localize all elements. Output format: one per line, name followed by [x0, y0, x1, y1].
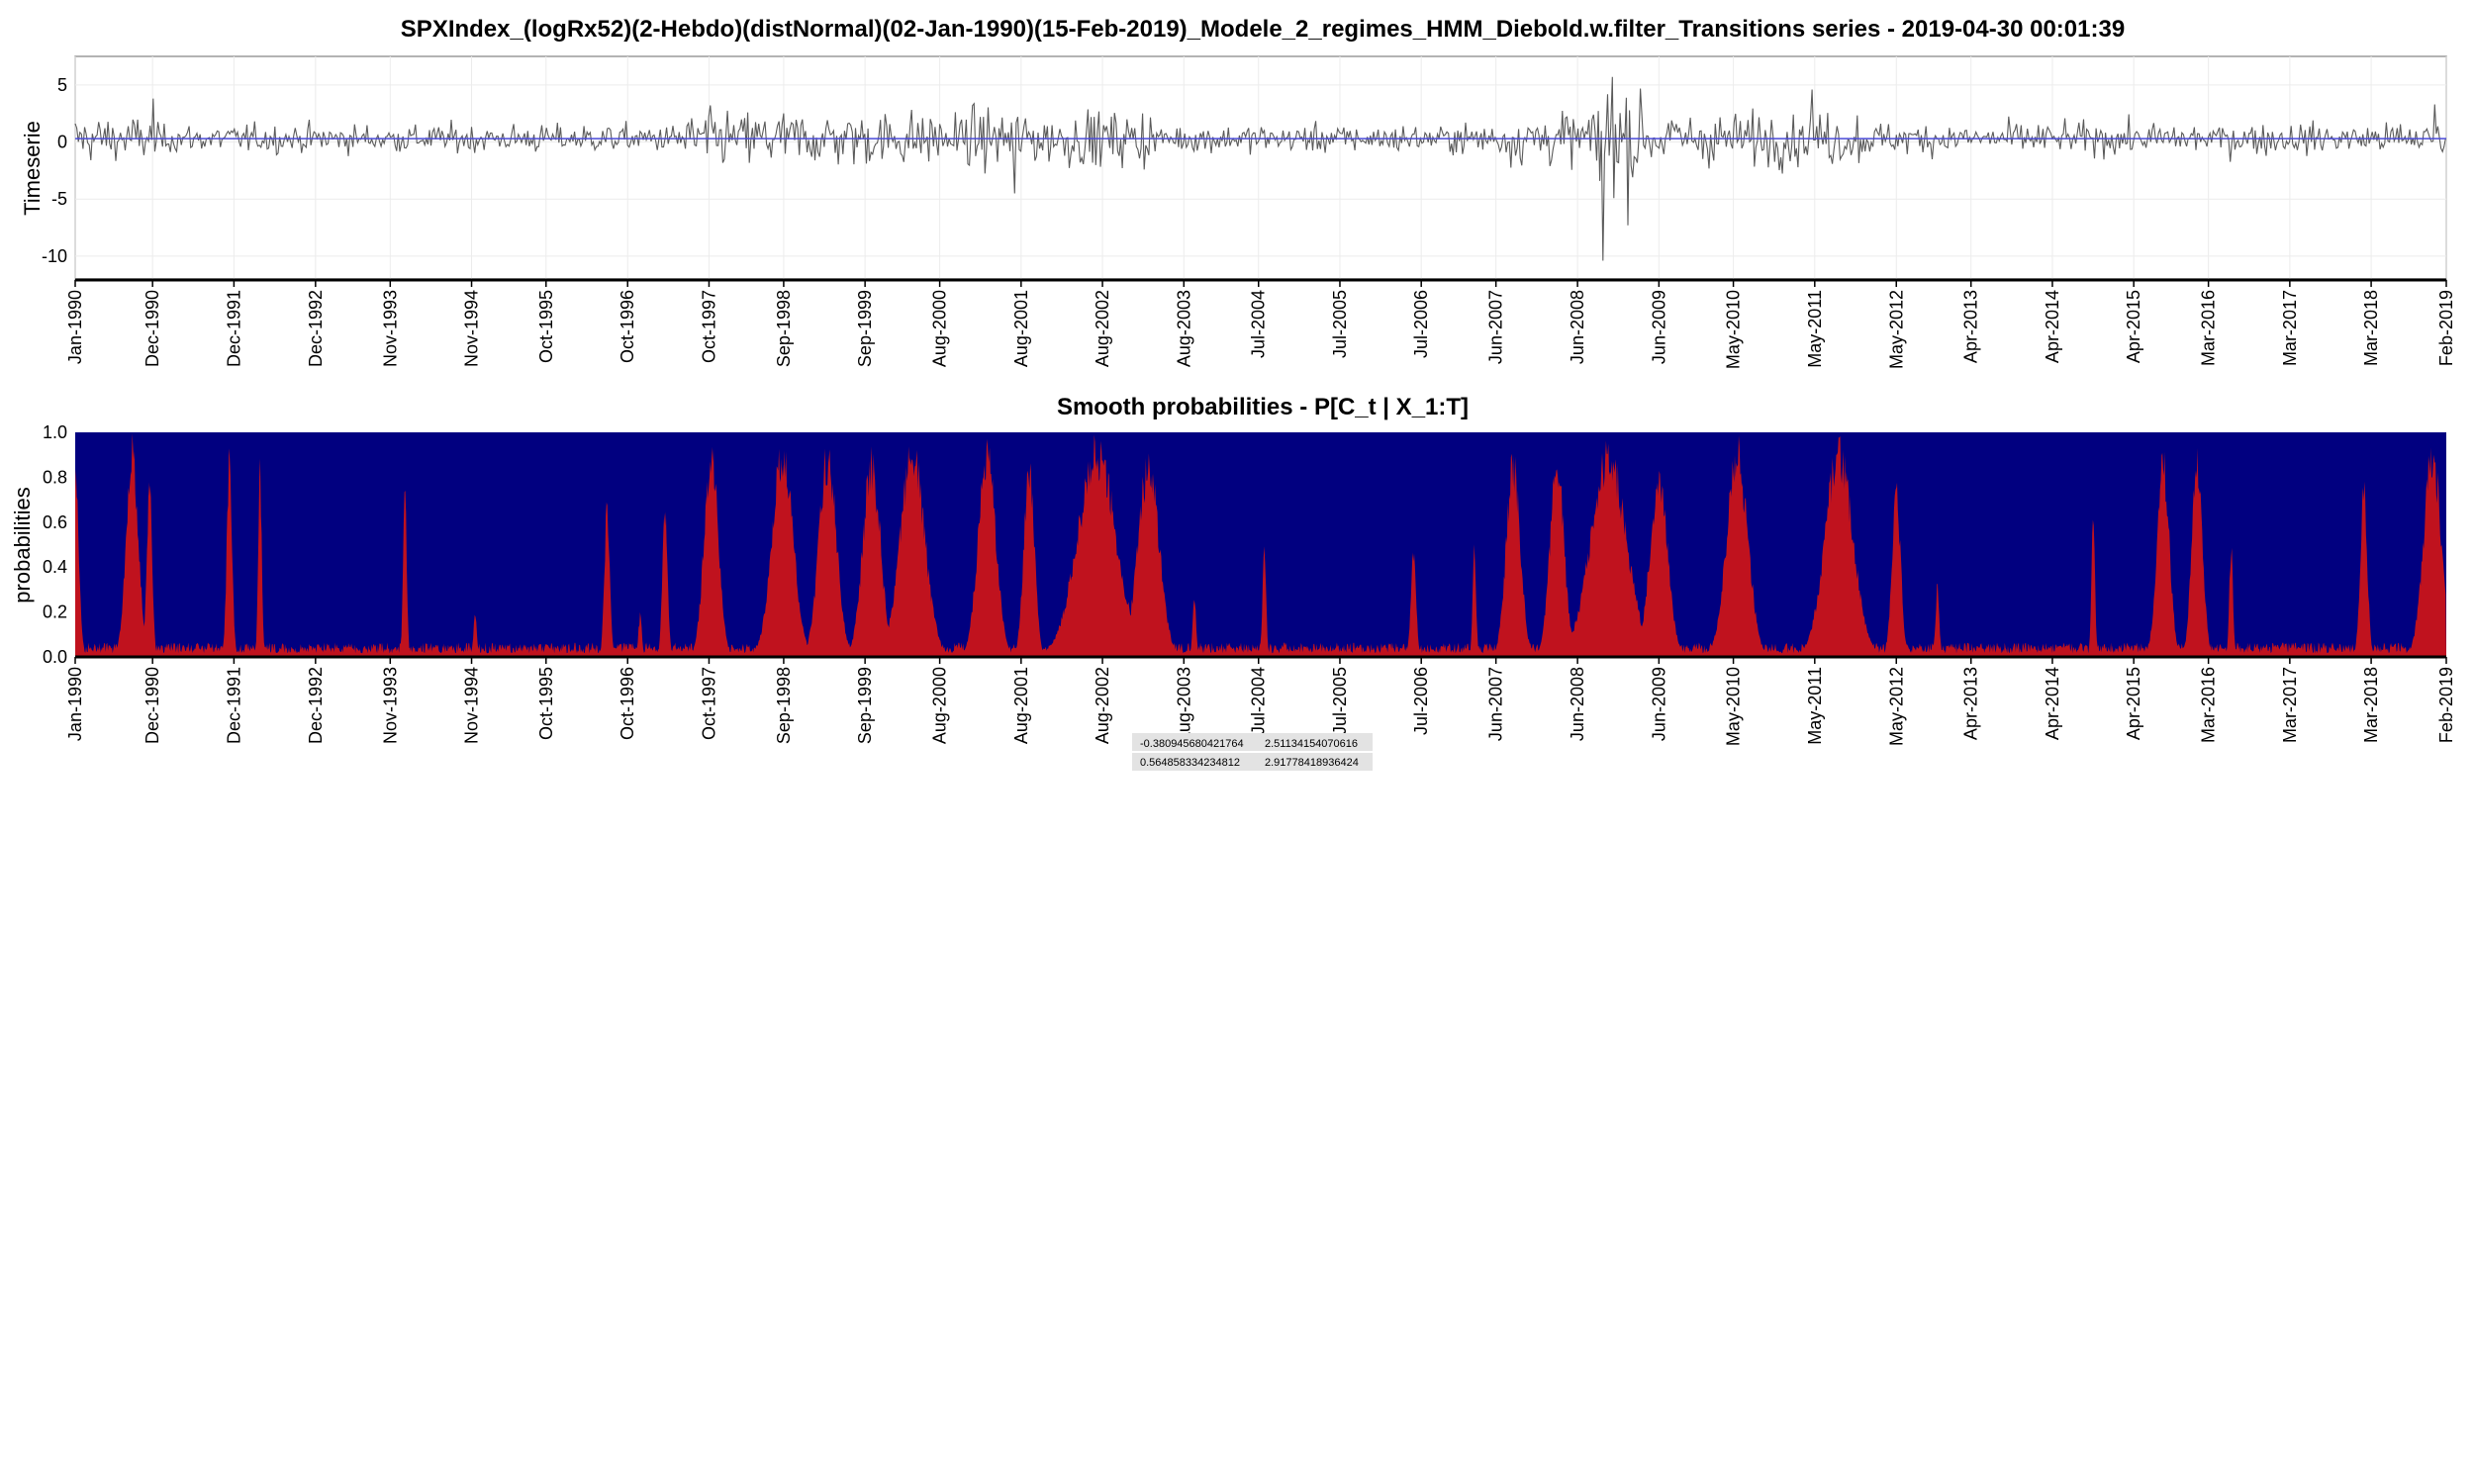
probabilities-y-tick-label: 1.0 [43, 422, 67, 442]
timeseries-x-tick-label: Dec-1991 [224, 290, 243, 367]
probabilities-x-tick-label: Jan-1990 [65, 667, 85, 741]
probabilities-x-tick-label: Jul-2004 [1249, 667, 1269, 735]
timeseries-x-tick-label: May-2012 [1886, 290, 1906, 369]
timeseries-x-tick-label: Jun-2009 [1649, 290, 1668, 364]
probabilities-x-tick-label: May-2012 [1886, 667, 1906, 746]
timeseries-x-tick-label: Dec-1990 [143, 290, 162, 367]
timeseries-chart: SPXIndex_(logRx52)(2-Hebdo)(distNormal)(… [20, 16, 2456, 369]
timeseries-x-tick-label: Mar-2018 [2361, 290, 2381, 366]
timeseries-x-tick-label: Nov-1993 [380, 290, 400, 367]
timeseries-chart-title: SPXIndex_(logRx52)(2-Hebdo)(distNormal)(… [401, 16, 2125, 43]
probabilities-x-tick-label: Dec-1991 [224, 667, 243, 744]
timeseries-x-tick-label: Sep-1998 [774, 290, 794, 367]
probabilities-chart: Smooth probabilities - P[C_t | X_1:T] 1.… [10, 394, 2456, 746]
timeseries-x-tick-label: Jun-2008 [1568, 290, 1587, 364]
probabilities-x-tick-label: Dec-1990 [143, 667, 162, 744]
probabilities-x-tick-label: Mar-2017 [2280, 667, 2300, 743]
timeseries-line [74, 76, 2446, 261]
timeseries-x-tick-label: Jul-2006 [1411, 290, 1431, 358]
timeseries-y-tick-label: 0 [57, 133, 67, 152]
probabilities-y-tick-label: 0.4 [43, 557, 67, 577]
timeseries-x-tick-label: Jul-2004 [1249, 290, 1269, 358]
probabilities-x-tick-label: Jul-2005 [1330, 667, 1350, 735]
probabilities-x-tick-label: Mar-2018 [2361, 667, 2381, 743]
probabilities-x-tick-label: Mar-2016 [2199, 667, 2219, 743]
probabilities-x-tick-label: Oct-1997 [699, 667, 718, 740]
timeseries-x-tick-label: Feb-2019 [2436, 290, 2456, 366]
table-cell-r2c2: 2.91778418936424 [1265, 757, 1359, 769]
timeseries-x-tick-label: Aug-2003 [1174, 290, 1193, 367]
probabilities-x-tick-label: Aug-2003 [1174, 667, 1193, 744]
probabilities-x-tick-label: Jun-2007 [1486, 667, 1506, 741]
timeseries-y-ticks: 5 0 -5 -10 [42, 75, 67, 266]
probabilities-x-tick-label: May-2010 [1724, 667, 1744, 746]
probabilities-x-ticks: Jan-1990 Dec-1990 Dec-1991 Dec-1992 Nov-1993… [65, 657, 2456, 746]
probabilities-x-tick-label: Apr-2013 [1961, 667, 1981, 740]
timeseries-x-tick-label: Sep-1999 [855, 290, 875, 367]
timeseries-x-tick-label: May-2011 [1805, 290, 1825, 368]
probabilities-x-tick-label: Aug-2001 [1011, 667, 1031, 744]
timeseries-x-tick-label: Apr-2014 [2043, 290, 2062, 363]
probabilities-x-tick-label: Sep-1998 [774, 667, 794, 744]
timeseries-x-tick-label: Jun-2007 [1486, 290, 1506, 364]
timeseries-x-tick-label: Apr-2015 [2124, 290, 2143, 363]
probabilities-x-tick-label: Aug-2002 [1093, 667, 1112, 744]
probabilities-x-tick-label: Dec-1992 [306, 667, 326, 744]
probabilities-y-axis-label: probabilities [10, 487, 35, 603]
timeseries-y-tick-label: 5 [57, 75, 67, 95]
timeseries-x-tick-label: Oct-1996 [618, 290, 637, 363]
probabilities-x-tick-label: Aug-2000 [930, 667, 950, 744]
timeseries-x-tick-label: Dec-1992 [306, 290, 326, 367]
table-cell-r1c2: 2.51134154070616 [1265, 738, 1358, 750]
probabilities-x-tick-label: Oct-1995 [536, 667, 556, 740]
timeseries-x-tick-label: Aug-2000 [930, 290, 950, 367]
probabilities-x-tick-label: Jun-2009 [1649, 667, 1668, 741]
table-cell-r1c1: -0.380945680421764 [1140, 738, 1244, 750]
timeseries-x-ticks: Jan-1990 Dec-1990 Dec-1991 Dec-1992 Nov-1993… [65, 280, 2456, 369]
probabilities-x-tick-label: Jul-2006 [1411, 667, 1431, 735]
regime-high-area [75, 433, 2446, 657]
timeseries-y-axis-label: Timeserie [20, 121, 45, 216]
timeseries-x-tick-label: Mar-2017 [2280, 290, 2300, 366]
timeseries-y-tick-label: -10 [42, 246, 67, 266]
timeseries-x-tick-label: Oct-1997 [699, 290, 718, 363]
probabilities-y-ticks: 1.0 0.8 0.6 0.4 0.2 0.0 [43, 422, 67, 667]
probabilities-x-tick-label: May-2011 [1805, 667, 1825, 745]
probabilities-y-tick-label: 0.0 [43, 647, 67, 667]
probabilities-x-tick-label: Sep-1999 [855, 667, 875, 744]
regime-low-area [75, 432, 2446, 657]
timeseries-x-tick-label: Aug-2002 [1093, 290, 1112, 367]
timeseries-x-tick-label: May-2010 [1724, 290, 1744, 369]
probabilities-x-tick-label: Nov-1994 [462, 667, 482, 744]
probabilities-y-tick-label: 0.8 [43, 467, 67, 487]
timeseries-plot-area [74, 55, 2447, 280]
probabilities-x-tick-label: Oct-1996 [618, 667, 637, 740]
timeseries-x-tick-label: Apr-2013 [1961, 290, 1981, 363]
timeseries-x-tick-label: Oct-1995 [536, 290, 556, 363]
timeseries-gridlines [74, 56, 2447, 279]
probabilities-y-tick-label: 0.6 [43, 512, 67, 532]
timeseries-y-tick-label: -5 [51, 189, 67, 209]
probabilities-x-tick-label: Apr-2015 [2124, 667, 2143, 740]
timeseries-series [74, 76, 2446, 261]
timeseries-x-tick-label: Jan-1990 [65, 290, 85, 364]
probabilities-x-tick-label: Jun-2008 [1568, 667, 1587, 741]
timeseries-x-tick-label: Jul-2005 [1330, 290, 1350, 358]
probabilities-y-tick-label: 0.2 [43, 603, 67, 622]
parameter-table: -0.380945680421764 2.51134154070616 0.56… [1132, 733, 1373, 771]
probabilities-x-tick-label: Feb-2019 [2436, 667, 2456, 743]
probabilities-chart-title: Smooth probabilities - P[C_t | X_1:T] [1057, 394, 1469, 420]
table-cell-r2c1: 0.564858334234812 [1140, 757, 1240, 769]
timeseries-x-tick-label: Mar-2016 [2199, 290, 2219, 366]
probabilities-x-tick-label: Apr-2014 [2043, 667, 2062, 740]
timeseries-x-tick-label: Aug-2001 [1011, 290, 1031, 367]
probabilities-x-tick-label: Nov-1993 [380, 667, 400, 744]
timeseries-x-tick-label: Nov-1994 [462, 290, 482, 367]
